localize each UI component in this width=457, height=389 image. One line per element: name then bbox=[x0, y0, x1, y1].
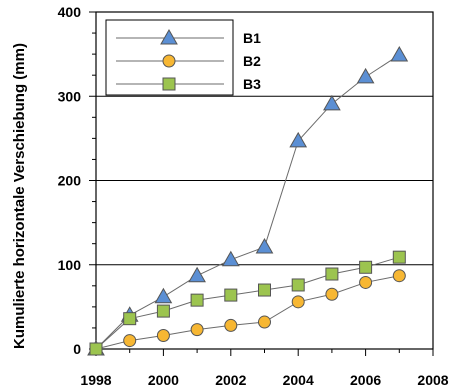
data-point-b1 bbox=[289, 131, 308, 148]
y-tick-label: 400 bbox=[58, 4, 82, 20]
data-point-b1 bbox=[255, 238, 274, 254]
data-point-b3 bbox=[224, 288, 238, 302]
x-tick-label: 2008 bbox=[417, 372, 448, 388]
data-point-b3 bbox=[359, 260, 373, 274]
data-point-b3 bbox=[258, 283, 271, 297]
data-point-b1 bbox=[356, 67, 375, 84]
data-point-b2 bbox=[190, 323, 204, 337]
data-point-b2 bbox=[224, 318, 238, 332]
data-point-b2 bbox=[156, 329, 170, 343]
data-point-b3 bbox=[190, 293, 204, 307]
legend-marker bbox=[162, 54, 176, 68]
x-tick-label: 1998 bbox=[80, 372, 111, 388]
y-tick-label: 300 bbox=[58, 88, 82, 104]
data-point-b2 bbox=[359, 275, 373, 289]
data-point-b1 bbox=[188, 266, 206, 283]
data-point-b3 bbox=[325, 267, 339, 281]
y-tick-label: 0 bbox=[73, 341, 81, 357]
series-markers bbox=[87, 45, 409, 356]
legend-label: B1 bbox=[243, 30, 261, 46]
series-line-b2 bbox=[95, 275, 400, 350]
data-point-b2 bbox=[325, 287, 339, 301]
x-tick-label: 2004 bbox=[283, 372, 314, 388]
legend-label: B3 bbox=[243, 76, 261, 92]
data-point-b1 bbox=[390, 45, 409, 62]
y-tick-label: 100 bbox=[58, 257, 82, 273]
data-point-b3 bbox=[392, 250, 406, 264]
series-line-b3 bbox=[95, 256, 400, 350]
x-tick-label: 2000 bbox=[148, 372, 179, 388]
legend: B1 B2 B3 bbox=[105, 19, 261, 96]
tick-labels: 0 100 200 300 400 1998 2000 2002 2004 2006 2008 bbox=[58, 4, 449, 388]
y-axis-label: Kumulierte horizontale Verschiebung (mm) bbox=[11, 43, 28, 349]
data-point-b2 bbox=[258, 315, 271, 329]
series-lines bbox=[95, 54, 400, 350]
legend-marker bbox=[160, 28, 178, 45]
data-point-b3 bbox=[291, 278, 305, 292]
y-tick-label: 200 bbox=[58, 173, 82, 189]
legend-marker bbox=[162, 77, 176, 91]
legend-label: B2 bbox=[243, 53, 261, 69]
series-line-b1 bbox=[95, 54, 400, 350]
data-point-b3 bbox=[156, 304, 170, 318]
x-tick-label: 2006 bbox=[350, 372, 381, 388]
data-point-b2 bbox=[123, 334, 137, 348]
data-point-b3 bbox=[89, 342, 103, 356]
data-point-b2 bbox=[291, 295, 305, 309]
data-point-b3 bbox=[123, 312, 137, 326]
data-point-b1 bbox=[221, 250, 240, 267]
data-point-b1 bbox=[323, 94, 341, 111]
x-tick-label: 2002 bbox=[215, 372, 246, 388]
data-point-b1 bbox=[154, 287, 173, 304]
data-point-b2 bbox=[392, 269, 406, 283]
